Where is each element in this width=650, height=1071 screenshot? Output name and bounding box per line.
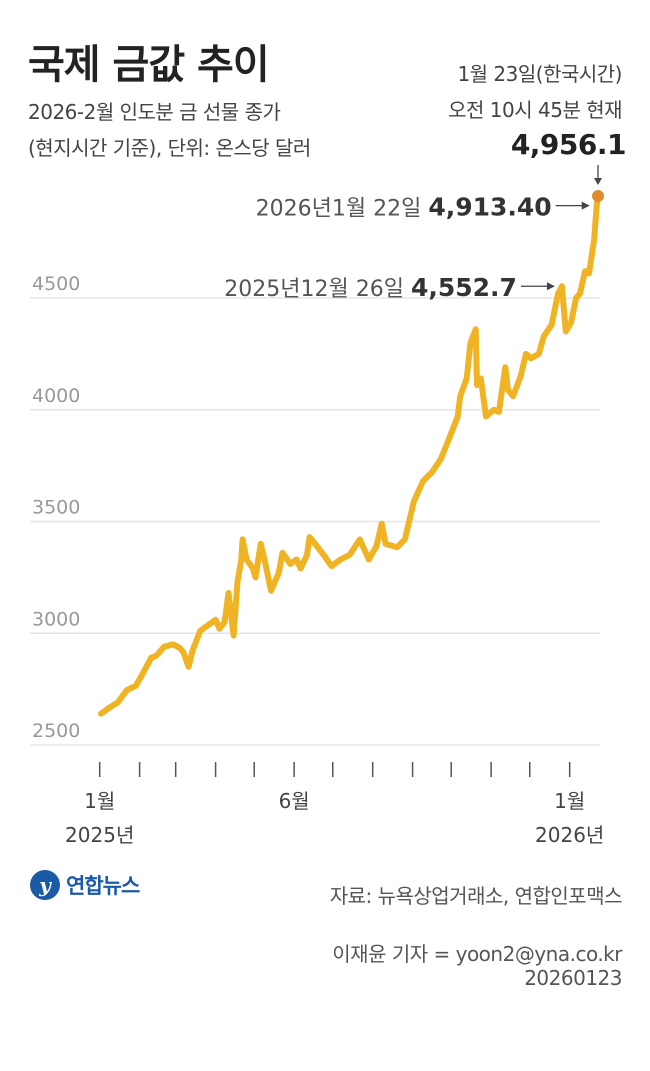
annotation-value-0: 4,913.40 [428,193,551,222]
asof-time: 오전 10시 45분 현재 [448,98,622,122]
source-note: 자료: 뉴욕상업거래소, 연합인포맥스 [329,884,623,908]
x-tick-month-1: 6월 [279,789,310,813]
annotation-date-0: 2026년1월 22일 [256,197,429,222]
y-tick-label-4500: 4500 [32,273,80,295]
chart-unit-note: (현지시간 기준), 단위: 온스당 달러 [28,136,311,160]
y-axis-ticks: 2500 3000 3500 4000 4500 [32,273,80,742]
y-tick-label-2500: 2500 [32,720,80,742]
gold-price-line [98,193,601,717]
annotation-label-1: 2025년12월 26일 4,552.7 [224,273,517,302]
gridlines [30,297,600,746]
date-code: 20260123 [524,966,622,990]
latest-point-marker [592,190,604,203]
y-tick-label-3500: 3500 [32,497,80,519]
y-tick-label-4000: 4000 [32,385,80,407]
latest-pointer-arrowhead [594,178,602,186]
x-tick-month-0: 1월 [84,789,115,813]
annotation-layer: 2026년1월 22일 4,913.40 2025년12월 26일 4,552.7 [224,165,602,302]
reporter-credit: 이재윤 기자 = yoon2@yna.co.kr [332,942,622,966]
gold-price-chart: 2500 3000 3500 4000 4500 1월 2025년 6월 1월 2026년 20… [30,165,604,847]
annotation-value-1: 4,552.7 [411,273,517,302]
asof-date: 1월 23일(한국시간) [457,62,622,86]
x-tick-year-2: 2026년 [535,823,604,847]
chart-subtitle: 2026-2월 인도분 금 선물 종가 [28,100,281,124]
annotation-arrowhead-1 [546,282,555,291]
yonhap-logo: y 연합뉴스 [30,870,140,900]
annotation-arrowhead-0 [581,201,590,210]
series-layer [98,190,604,717]
x-tick-year-0: 2025년 [65,823,134,847]
annotation-label-0: 2026년1월 22일 4,913.40 [256,193,552,222]
x-axis: 1월 2025년 6월 1월 2026년 [65,762,604,847]
latest-value: 4,956.1 [510,128,627,161]
annotation-date-1: 2025년12월 26일 [224,277,411,302]
x-tick-month-2: 1월 [554,789,585,813]
logo-text: 연합뉴스 [66,874,140,898]
yonhap-logo-icon: y [30,870,60,900]
y-tick-label-3000: 3000 [32,608,80,630]
chart-title: 국제 금값 추이 [28,42,270,88]
